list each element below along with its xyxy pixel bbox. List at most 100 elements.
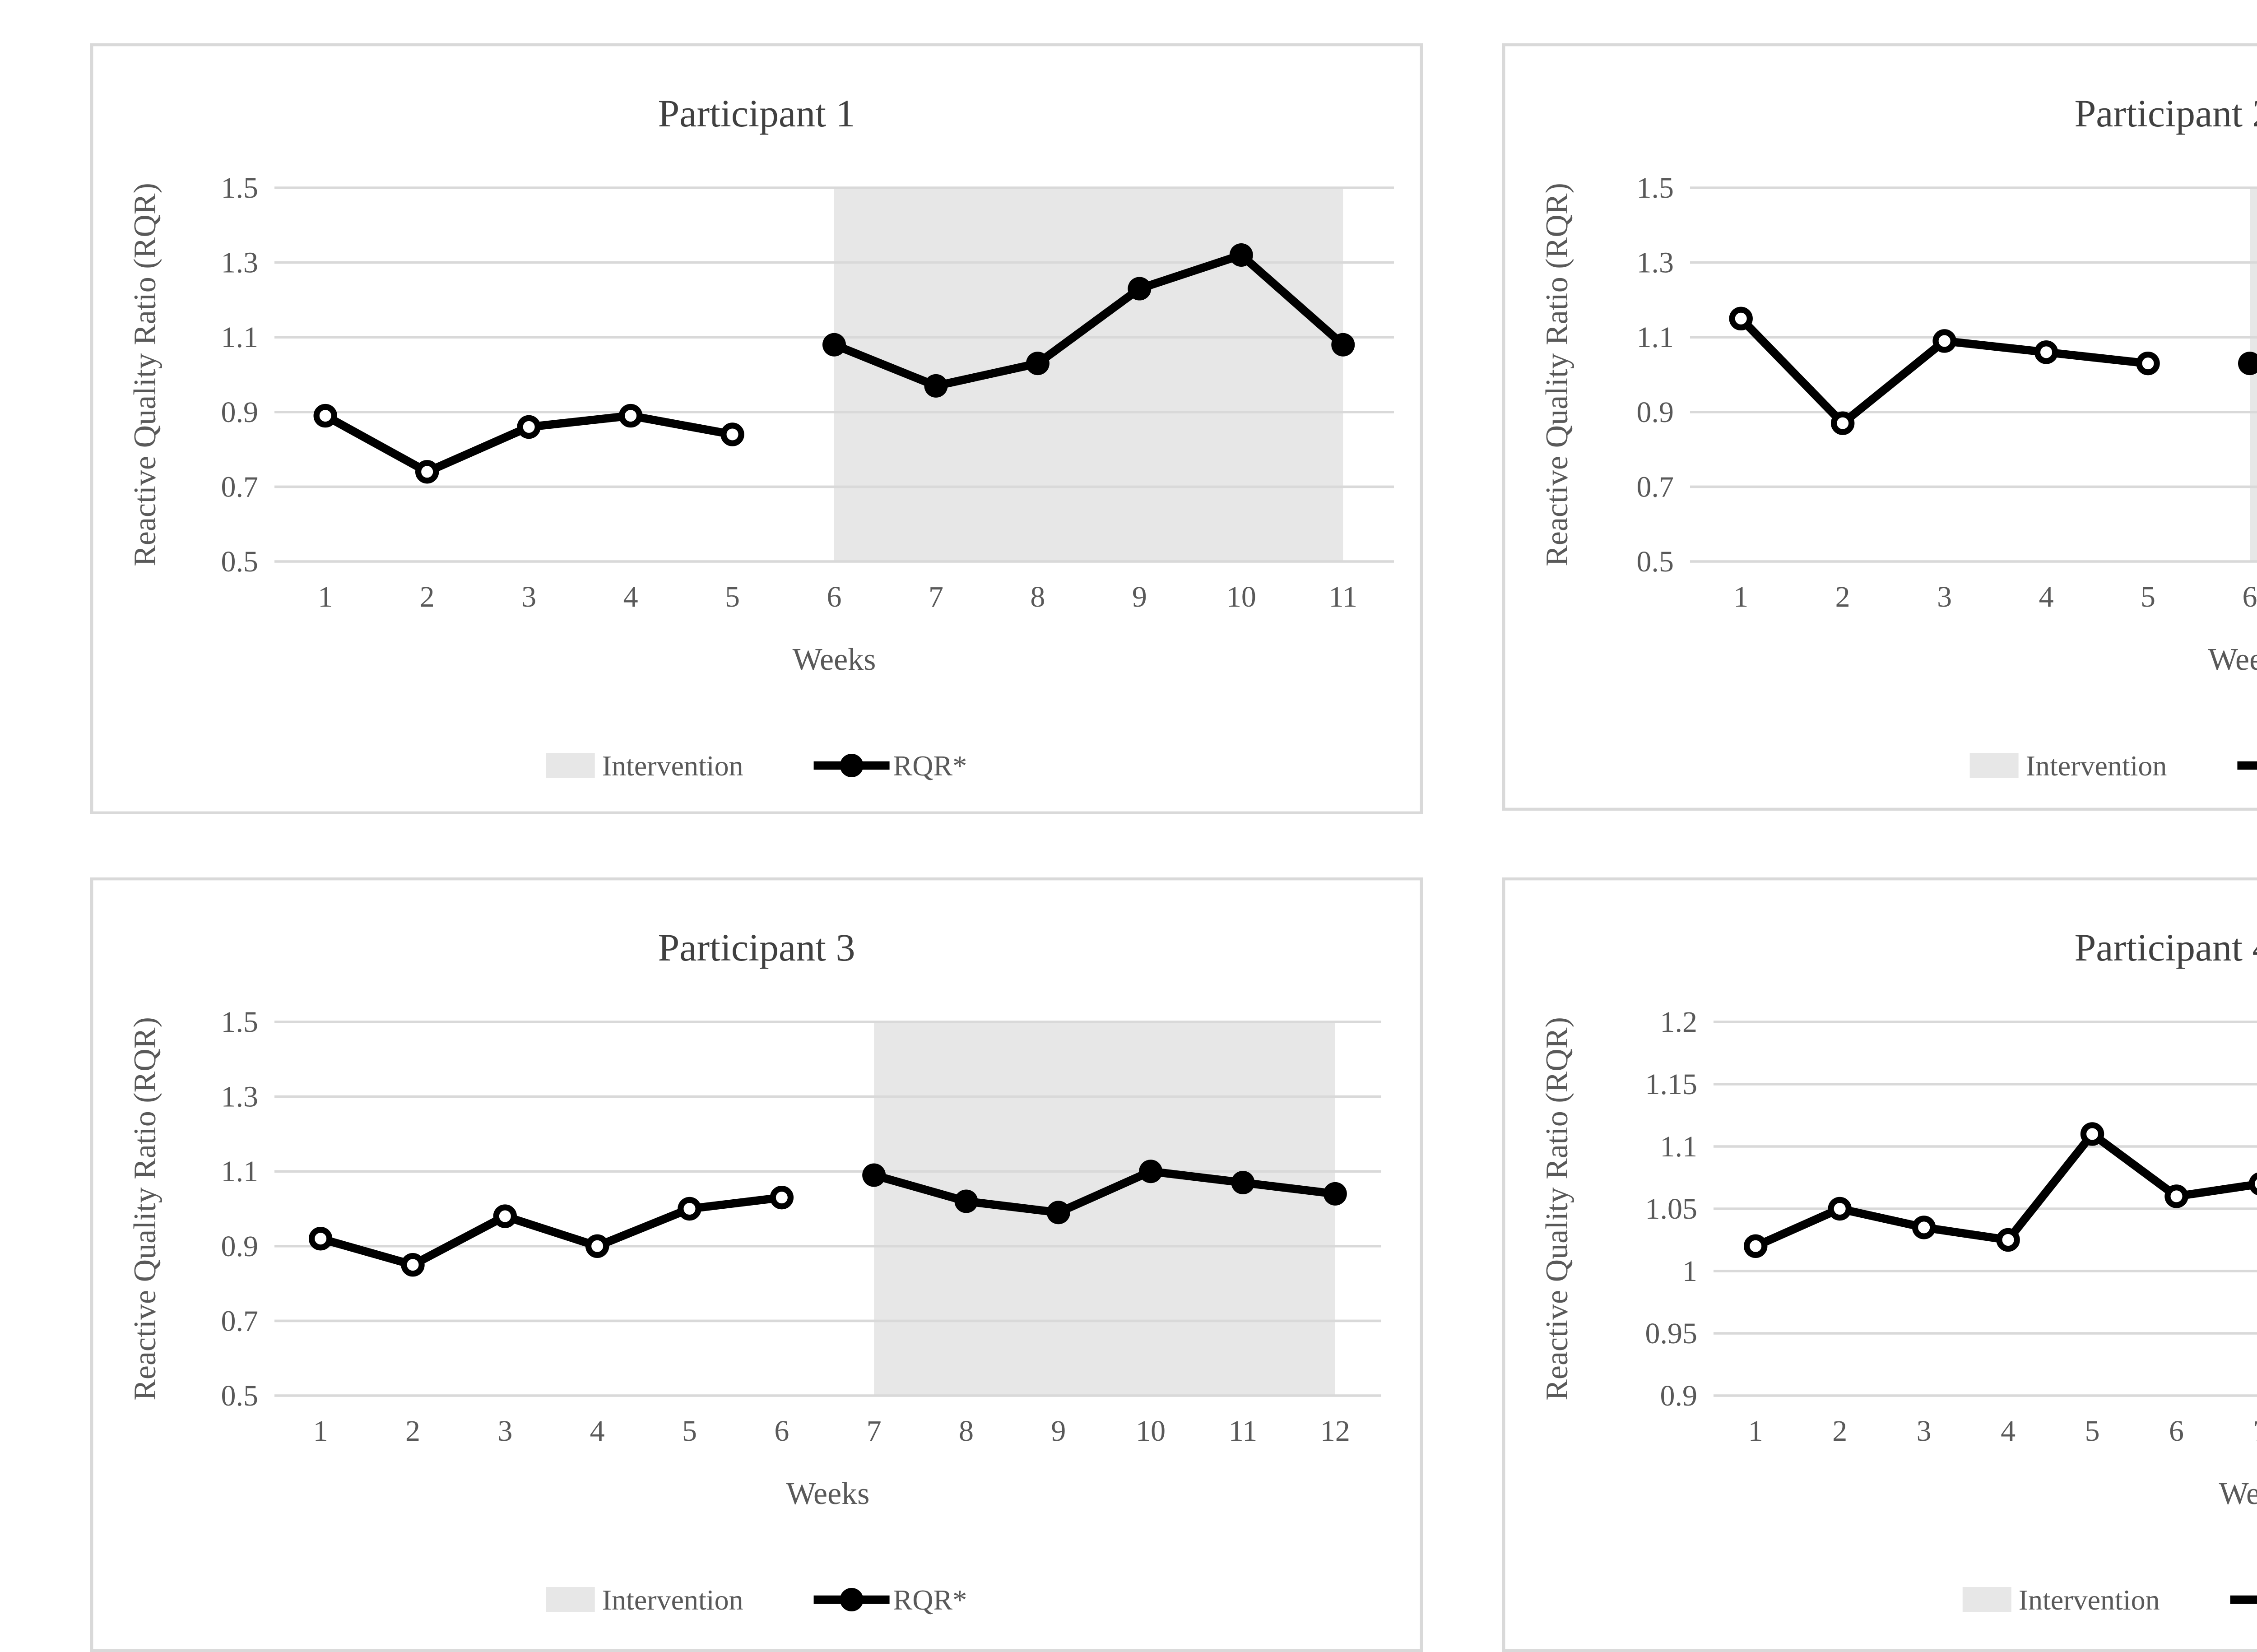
x-tick-label: 3	[497, 1415, 512, 1448]
x-tick-label: 6	[2243, 580, 2257, 613]
x-tick-label: 4	[2039, 580, 2054, 613]
x-tick-label: 4	[590, 1415, 605, 1448]
legend-intervention-swatch	[546, 753, 595, 778]
x-tick-label: 1	[1733, 580, 1748, 613]
y-tick-label: 1.1	[1660, 1130, 1698, 1163]
legend-intervention-swatch	[546, 1587, 595, 1612]
data-point-week-9	[1128, 277, 1151, 301]
chart-title: Participant 1	[658, 92, 855, 135]
y-tick-label: 1.3	[221, 1081, 259, 1114]
x-tick-label: 10	[1136, 1415, 1166, 1448]
data-point-week-7	[924, 374, 947, 398]
legend-label-intervention: Intervention	[602, 1584, 743, 1616]
x-tick-label: 1	[318, 580, 333, 613]
y-tick-label: 1.3	[1637, 246, 1674, 279]
y-tick-label: 0.5	[221, 1379, 259, 1412]
y-axis-title: Reactive Quality Ratio (RQR)	[128, 183, 163, 566]
x-tick-label: 12	[1320, 1415, 1350, 1448]
data-point-week-2	[1831, 1200, 1848, 1217]
y-tick-label: 0.5	[1637, 545, 1674, 578]
x-tick-label: 3	[1937, 580, 1952, 613]
x-tick-label: 4	[623, 580, 638, 613]
data-point-week-5	[2139, 355, 2157, 372]
x-tick-label: 7	[867, 1415, 882, 1448]
x-tick-label: 7	[929, 580, 943, 613]
x-axis-title: Weeks	[2219, 1476, 2257, 1511]
x-tick-label: 9	[1051, 1415, 1066, 1448]
x-tick-label: 2	[1832, 1415, 1847, 1448]
data-point-week-3	[496, 1207, 514, 1225]
data-point-week-11	[1331, 333, 1355, 357]
data-point-week-4	[589, 1237, 606, 1255]
y-tick-label: 1.5	[221, 1006, 259, 1039]
y-tick-label: 1.1	[1637, 321, 1674, 354]
intervention-shading	[874, 1022, 1335, 1396]
data-point-week-2	[1834, 414, 1852, 432]
data-point-week-12	[1324, 1182, 1347, 1206]
data-point-week-10	[1230, 243, 1253, 267]
y-tick-label: 1.5	[221, 172, 259, 204]
data-point-week-2	[404, 1256, 422, 1274]
data-point-week-6	[2168, 1188, 2185, 1205]
chart-border	[1504, 45, 2257, 809]
x-axis-title: Weeks	[2208, 642, 2257, 677]
y-axis-title: Reactive Quality Ratio (RQR)	[1540, 183, 1574, 566]
data-point-week-5	[724, 426, 741, 443]
data-point-week-9	[1047, 1201, 1070, 1224]
data-point-week-7	[2252, 1175, 2257, 1193]
data-point-week-10	[1139, 1160, 1162, 1183]
y-tick-label: 1.15	[1645, 1068, 1698, 1101]
y-tick-label: 1	[1682, 1255, 1697, 1288]
data-point-week-6	[773, 1189, 790, 1207]
data-point-week-8	[1026, 352, 1050, 375]
legend-series-label: RQR*	[893, 1584, 967, 1616]
x-tick-label: 6	[774, 1415, 789, 1448]
x-tick-label: 7	[2253, 1415, 2257, 1448]
x-tick-label: 2	[420, 580, 435, 613]
legend-label-intervention: Intervention	[602, 750, 743, 782]
data-point-week-8	[955, 1189, 978, 1213]
chart-title: Participant 4	[2074, 926, 2257, 969]
y-axis-title: Reactive Quality Ratio (RQR)	[1540, 1017, 1574, 1401]
x-tick-label: 10	[1226, 580, 1256, 613]
chart-title: Participant 2	[2074, 92, 2257, 135]
x-tick-label: 1	[313, 1415, 328, 1448]
data-point-week-5	[681, 1200, 698, 1217]
y-tick-label: 0.9	[1637, 396, 1674, 429]
legend-intervention-swatch	[1963, 1587, 2011, 1612]
x-tick-label: 2	[1835, 580, 1850, 613]
x-tick-label: 11	[1229, 1415, 1258, 1448]
x-tick-label: 8	[1030, 580, 1045, 613]
legend-marker-dot	[840, 1588, 864, 1611]
data-point-week-3	[1936, 332, 1953, 350]
x-tick-label: 2	[405, 1415, 420, 1448]
x-tick-label: 5	[2085, 1415, 2100, 1448]
x-tick-label: 5	[2141, 580, 2155, 613]
y-tick-label: 0.7	[221, 1304, 259, 1337]
x-tick-label: 5	[682, 1415, 697, 1448]
y-tick-label: 1.3	[221, 246, 259, 279]
data-point-week-4	[622, 407, 639, 424]
data-point-week-5	[2083, 1125, 2101, 1143]
x-axis-title: Weeks	[786, 1476, 870, 1511]
data-point-week-1	[1732, 310, 1750, 327]
legend-series-label: RQR*	[893, 750, 967, 782]
y-axis-title: Reactive Quality Ratio (RQR)	[128, 1017, 163, 1401]
y-tick-label: 1.2	[1660, 1006, 1698, 1039]
y-tick-label: 0.7	[1637, 470, 1674, 503]
x-tick-label: 8	[959, 1415, 974, 1448]
data-point-week-4	[2037, 343, 2055, 361]
data-point-week-2	[418, 463, 436, 481]
y-tick-label: 0.9	[221, 1230, 259, 1263]
y-tick-label: 0.9	[221, 396, 259, 429]
y-tick-label: 0.9	[1660, 1379, 1698, 1412]
legend-label-intervention: Intervention	[2019, 1584, 2160, 1616]
